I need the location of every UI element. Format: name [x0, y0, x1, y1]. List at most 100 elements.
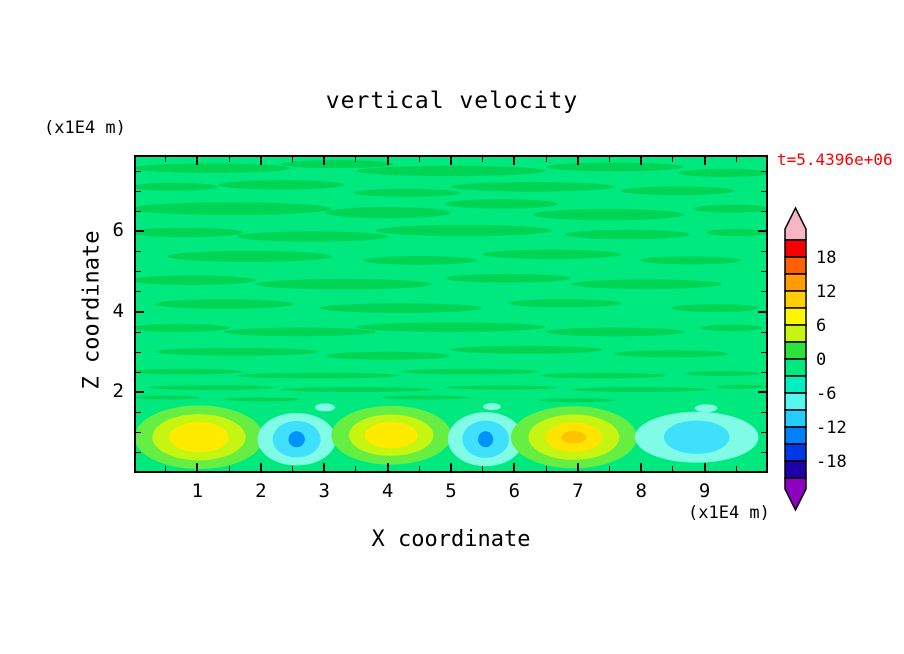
contour-streak: [136, 182, 218, 191]
contour-streak: [148, 385, 275, 390]
contour-plot-area: [134, 155, 768, 473]
contour-streak: [280, 160, 395, 169]
contour-streak: [715, 384, 766, 389]
contour-streak: [614, 350, 729, 358]
colorbar-box: [784, 239, 807, 258]
x-tick-label: 3: [318, 480, 330, 502]
contour-cell: [478, 431, 494, 448]
contour-streak: [255, 279, 433, 290]
x-tick-label: 9: [698, 480, 711, 502]
colorbar-box: [784, 443, 807, 462]
contour-streak: [545, 162, 685, 172]
x-tick-label: 2: [255, 480, 267, 502]
colorbar-arrow-up-icon: [784, 206, 807, 241]
contour-streak: [136, 323, 231, 332]
contour-streak: [507, 299, 622, 308]
contour-streak: [224, 327, 376, 337]
colorbar-label: -18: [816, 452, 847, 472]
contour-streak: [136, 227, 244, 238]
contour-cell: [694, 404, 718, 413]
contour-streak: [154, 299, 294, 309]
colorbar-label: 18: [816, 248, 836, 268]
contour-streak: [532, 209, 685, 221]
contour-streak: [570, 387, 710, 392]
contour-streak: [671, 304, 760, 313]
contour-streak: [699, 324, 763, 332]
contour-streak: [154, 347, 319, 356]
x-tick-label: 6: [508, 480, 521, 502]
colorbar-box: [784, 460, 807, 479]
contour-cell: [561, 430, 587, 444]
contour-streak: [400, 368, 540, 375]
contour-cell: [288, 431, 305, 448]
colorbar-box: [784, 290, 807, 309]
contour-cell: [169, 422, 229, 453]
contour-streak: [236, 372, 401, 379]
colorbar-box: [784, 273, 807, 292]
colorbar-box: [784, 426, 807, 445]
contour-streak: [693, 204, 766, 213]
contour-streak: [706, 228, 766, 237]
contour-streak: [136, 275, 256, 285]
colorbar-label: 6: [816, 316, 826, 336]
x-tick-label: 8: [635, 480, 647, 502]
contour-cell: [663, 420, 730, 454]
contour-streak: [236, 231, 388, 242]
contour-streak: [677, 168, 766, 177]
contour-streak: [136, 202, 332, 216]
contour-streak: [451, 182, 615, 192]
x-axis-unit-label: (x1E4 m): [688, 503, 770, 523]
contour-streak: [621, 186, 735, 196]
contour-streak: [353, 188, 461, 197]
colorbar-label: -6: [816, 384, 836, 404]
colorbar-box: [784, 307, 807, 326]
colorbar-box: [784, 392, 807, 411]
contour-streak: [564, 229, 691, 240]
y-tick-label: 2: [112, 380, 124, 403]
contour-streak: [570, 279, 722, 289]
x-axis-title: X coordinate: [371, 527, 531, 552]
contour-streak: [167, 250, 332, 262]
colorbar-box: [784, 341, 807, 360]
contour-streak: [318, 303, 483, 313]
contour-cell: [364, 422, 418, 449]
contour-streak: [444, 385, 559, 390]
contour-streak: [539, 372, 666, 379]
y-axis-unit-label: (x1E4 m): [44, 118, 126, 138]
contour-streak: [444, 273, 571, 283]
x-tick-label: 7: [572, 480, 584, 502]
contour-streak: [539, 398, 615, 403]
contour-streak: [280, 387, 433, 392]
contour-streak: [451, 345, 603, 354]
colorbar-box: [784, 375, 807, 394]
colorbar-box: [784, 256, 807, 275]
colorbar-box: [784, 358, 807, 377]
contour-streak: [545, 327, 685, 337]
contour-streak: [217, 180, 344, 190]
colorbar: 18 12 6 0 -6 -12 -18: [780, 205, 904, 517]
colorbar-box: [784, 324, 807, 343]
time-stamp-label: t=5.4396e+06: [777, 150, 893, 169]
colorbar-label: 12: [816, 282, 836, 302]
contour-cell: [483, 403, 501, 411]
contour-streak: [356, 165, 546, 177]
contour-streak: [684, 371, 760, 377]
contour-streak: [640, 256, 741, 265]
contour-streak: [381, 395, 470, 400]
contour-streak: [444, 199, 559, 209]
y-axis-title: Z coordinate: [79, 230, 105, 390]
y-tick-label: 6: [112, 219, 124, 242]
contour-streak: [136, 163, 291, 173]
contour-streak: [362, 255, 477, 265]
x-tick-label: 5: [445, 480, 457, 502]
y-tick-label: 4: [112, 299, 124, 322]
plot-title: vertical velocity: [325, 88, 579, 114]
contour-streak: [136, 395, 199, 400]
contour-streak: [482, 249, 622, 260]
colorbar-label: 0: [816, 350, 826, 370]
contour-streak: [224, 397, 300, 402]
contour-streak: [136, 368, 244, 375]
colorbar-box: [784, 409, 807, 428]
contour-streak: [325, 207, 451, 219]
